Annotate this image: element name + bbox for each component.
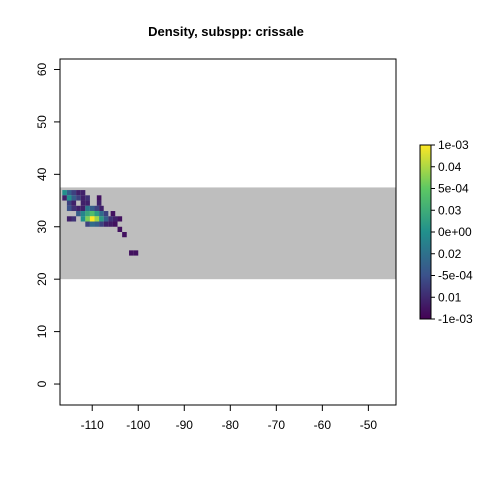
colorbar-label: -5e-04: [438, 269, 473, 283]
density-cell: [85, 200, 90, 206]
density-cell: [94, 211, 100, 217]
colorbar-label: 0.04: [438, 160, 462, 174]
density-cell: [89, 211, 95, 217]
colorbar-label: 0.03: [438, 203, 462, 217]
density-cell: [110, 211, 116, 217]
density-cell: [103, 216, 109, 222]
density-cell: [122, 232, 127, 238]
density-cells: [62, 190, 139, 256]
density-cell: [80, 195, 86, 201]
density-cell: [99, 221, 104, 227]
x-tick-label: -110: [81, 418, 104, 432]
density-cell: [66, 200, 72, 206]
density-cell: [94, 205, 100, 212]
density-cell: [85, 216, 90, 222]
density-cell: [94, 221, 100, 227]
density-cell: [103, 211, 109, 217]
y-tick-label: 10: [35, 325, 49, 339]
density-cell: [71, 190, 77, 196]
density-cell: [66, 195, 72, 201]
density-cell: [80, 211, 86, 217]
density-cell: [133, 250, 139, 256]
y-tick-label: 40: [35, 167, 49, 181]
density-cell: [71, 216, 77, 222]
density-cell: [108, 221, 113, 227]
x-axis: -110 -100 -90 -80 -70 -60 -50: [81, 405, 378, 432]
y-axis: 0 10 20 30 40 50 60: [35, 62, 60, 387]
density-cell: [62, 190, 67, 196]
data-extent-layer: [60, 187, 396, 280]
plot-frame: [59, 58, 397, 406]
density-cell: [66, 205, 72, 212]
density-cell: [94, 216, 100, 222]
density-cell: [85, 205, 90, 212]
y-tick-label: 0: [35, 380, 49, 387]
data-extent-area: [60, 187, 396, 280]
density-cell: [112, 216, 118, 222]
density-cell: [117, 216, 123, 222]
density-cell: [76, 205, 81, 212]
density-cell: [96, 195, 102, 201]
density-cell: [89, 216, 95, 222]
colorbar-label: 1e-03: [438, 138, 469, 152]
density-cell: [108, 216, 113, 222]
density-cell: [85, 221, 90, 227]
density-cell: [80, 200, 86, 206]
y-tick-label: 20: [35, 272, 49, 286]
x-tick-label: -60: [314, 418, 332, 432]
density-cell: [112, 221, 118, 227]
x-tick-label: -80: [222, 418, 240, 432]
y-tick-label: 60: [35, 62, 49, 76]
density-cell: [62, 195, 67, 201]
colorbar-label: 5e-04: [438, 182, 469, 196]
colorbar-label: -1e-03: [438, 312, 473, 326]
x-tick-label: -100: [126, 418, 150, 432]
density-cell: [80, 216, 86, 222]
y-tick-label: 50: [35, 115, 49, 129]
density-cell: [89, 221, 95, 227]
x-tick-label: -50: [360, 418, 378, 432]
colorbar: [419, 144, 432, 320]
density-cell: [96, 200, 102, 206]
x-tick-label: -90: [176, 418, 194, 432]
density-cell: [80, 205, 86, 212]
density-cell: [76, 211, 81, 217]
density-cell: [99, 211, 104, 217]
density-cell: [99, 216, 104, 222]
colorbar-label: 0.01: [438, 290, 462, 304]
density-cell: [117, 226, 123, 232]
x-tick-label: -70: [268, 418, 286, 432]
colorbar-label: 0.02: [438, 247, 462, 261]
density-cell: [76, 190, 81, 196]
colorbar-label: 0e+00: [438, 225, 472, 239]
density-cell: [99, 205, 104, 212]
density-cell: [129, 250, 134, 256]
density-cell: [66, 216, 72, 222]
chart-title: Density, subspp: crissale: [148, 24, 304, 39]
density-cell: [89, 205, 95, 212]
density-cell: [71, 195, 77, 201]
y-tick-label: 30: [35, 220, 49, 234]
density-cell: [71, 205, 77, 212]
density-cell: [103, 221, 109, 227]
density-cell: [71, 200, 77, 206]
density-cell: [85, 195, 90, 201]
density-cell: [85, 211, 90, 217]
colorbar-legend: 1e-03 0.04 5e-04 0.03 0e+00 0.02 -5e-04 0.01 -1e…: [419, 138, 473, 326]
density-cell: [80, 190, 86, 196]
density-cell: [66, 190, 72, 196]
density-cell: [76, 195, 81, 201]
